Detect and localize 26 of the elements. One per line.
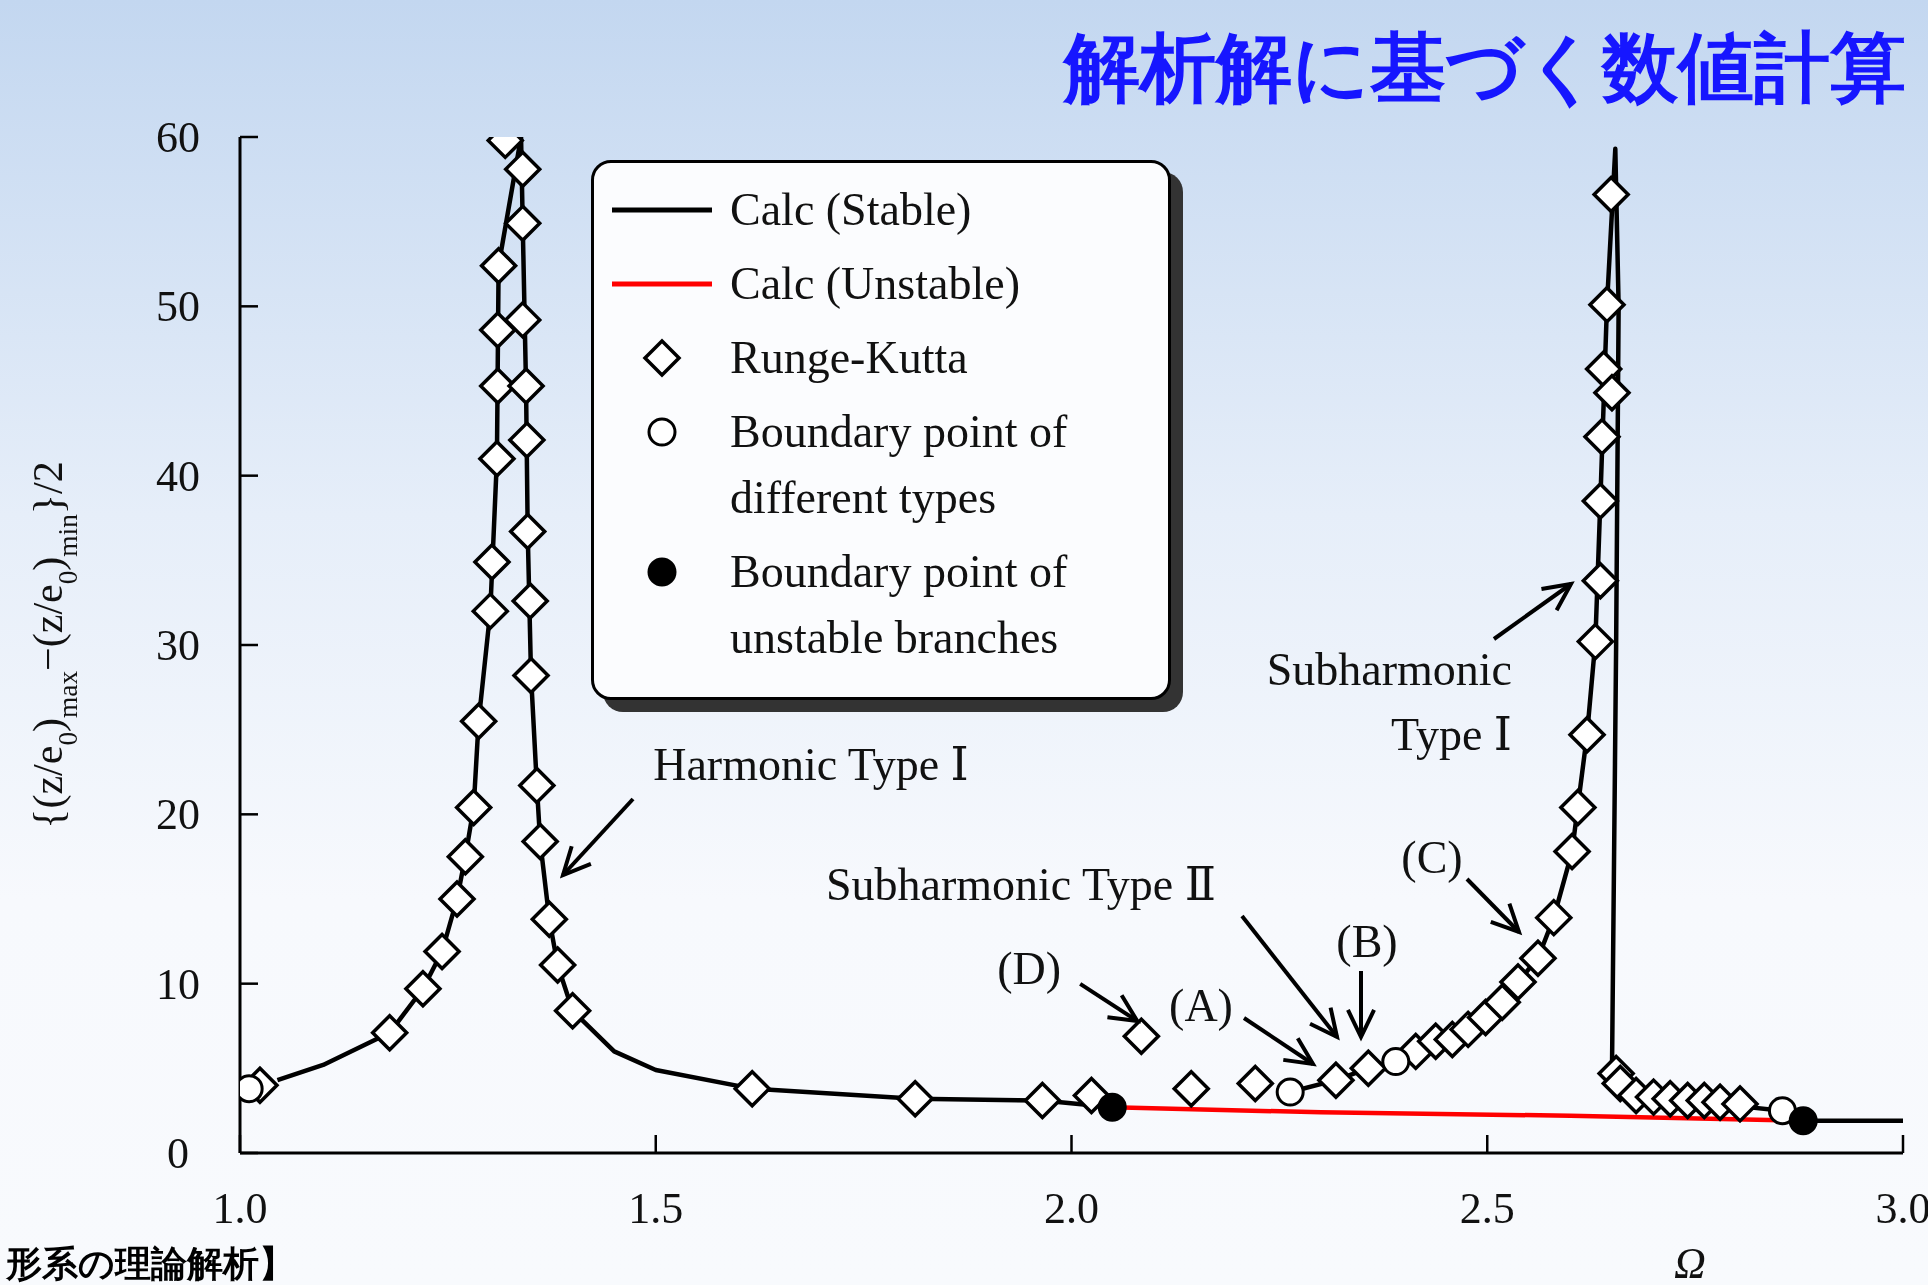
annotation: (D) bbox=[997, 942, 1062, 994]
y-tick-label: 50 bbox=[156, 282, 200, 332]
x-tick-label: 1.0 bbox=[212, 1184, 268, 1233]
annotation: Subharmonic Type Ⅰ bbox=[1266, 644, 1512, 760]
annotation: Harmonic Type Ⅰ bbox=[653, 739, 969, 790]
y-tick-label: 20 bbox=[156, 790, 200, 840]
y-tick-label: 0 bbox=[167, 1129, 189, 1178]
legend-label: Calc (Stable) bbox=[730, 183, 973, 237]
x-tick-label: 2.0 bbox=[1044, 1184, 1099, 1233]
x-tick-label: 2.5 bbox=[1459, 1184, 1515, 1233]
chart-title: 解析解に基づく数値計算 bbox=[1064, 22, 1906, 114]
annotation: Subharmonic Type Ⅱ bbox=[825, 859, 1217, 910]
annotation: (A) bbox=[1169, 980, 1233, 1031]
annotation: (C) bbox=[1401, 832, 1463, 883]
legend-label: Calc (Unstable) bbox=[730, 257, 1021, 311]
y-tick-label: 40 bbox=[156, 451, 200, 501]
legend-label: Runge-Kutta bbox=[730, 331, 969, 385]
legend-label: Boundary point of different types bbox=[730, 405, 1069, 525]
legend-label: Boundary point of unstable branches bbox=[730, 545, 1069, 665]
text: 形系の理論解析】 bbox=[5, 1243, 295, 1284]
y-tick-label: 30 bbox=[156, 621, 200, 670]
y-tick-label: 60 bbox=[156, 113, 200, 162]
annotation: (B) bbox=[1336, 916, 1398, 967]
x-axis-title: Ω bbox=[1674, 1239, 1706, 1285]
y-tick-label: 10 bbox=[156, 959, 200, 1009]
x-tick-label: 1.5 bbox=[628, 1184, 684, 1233]
